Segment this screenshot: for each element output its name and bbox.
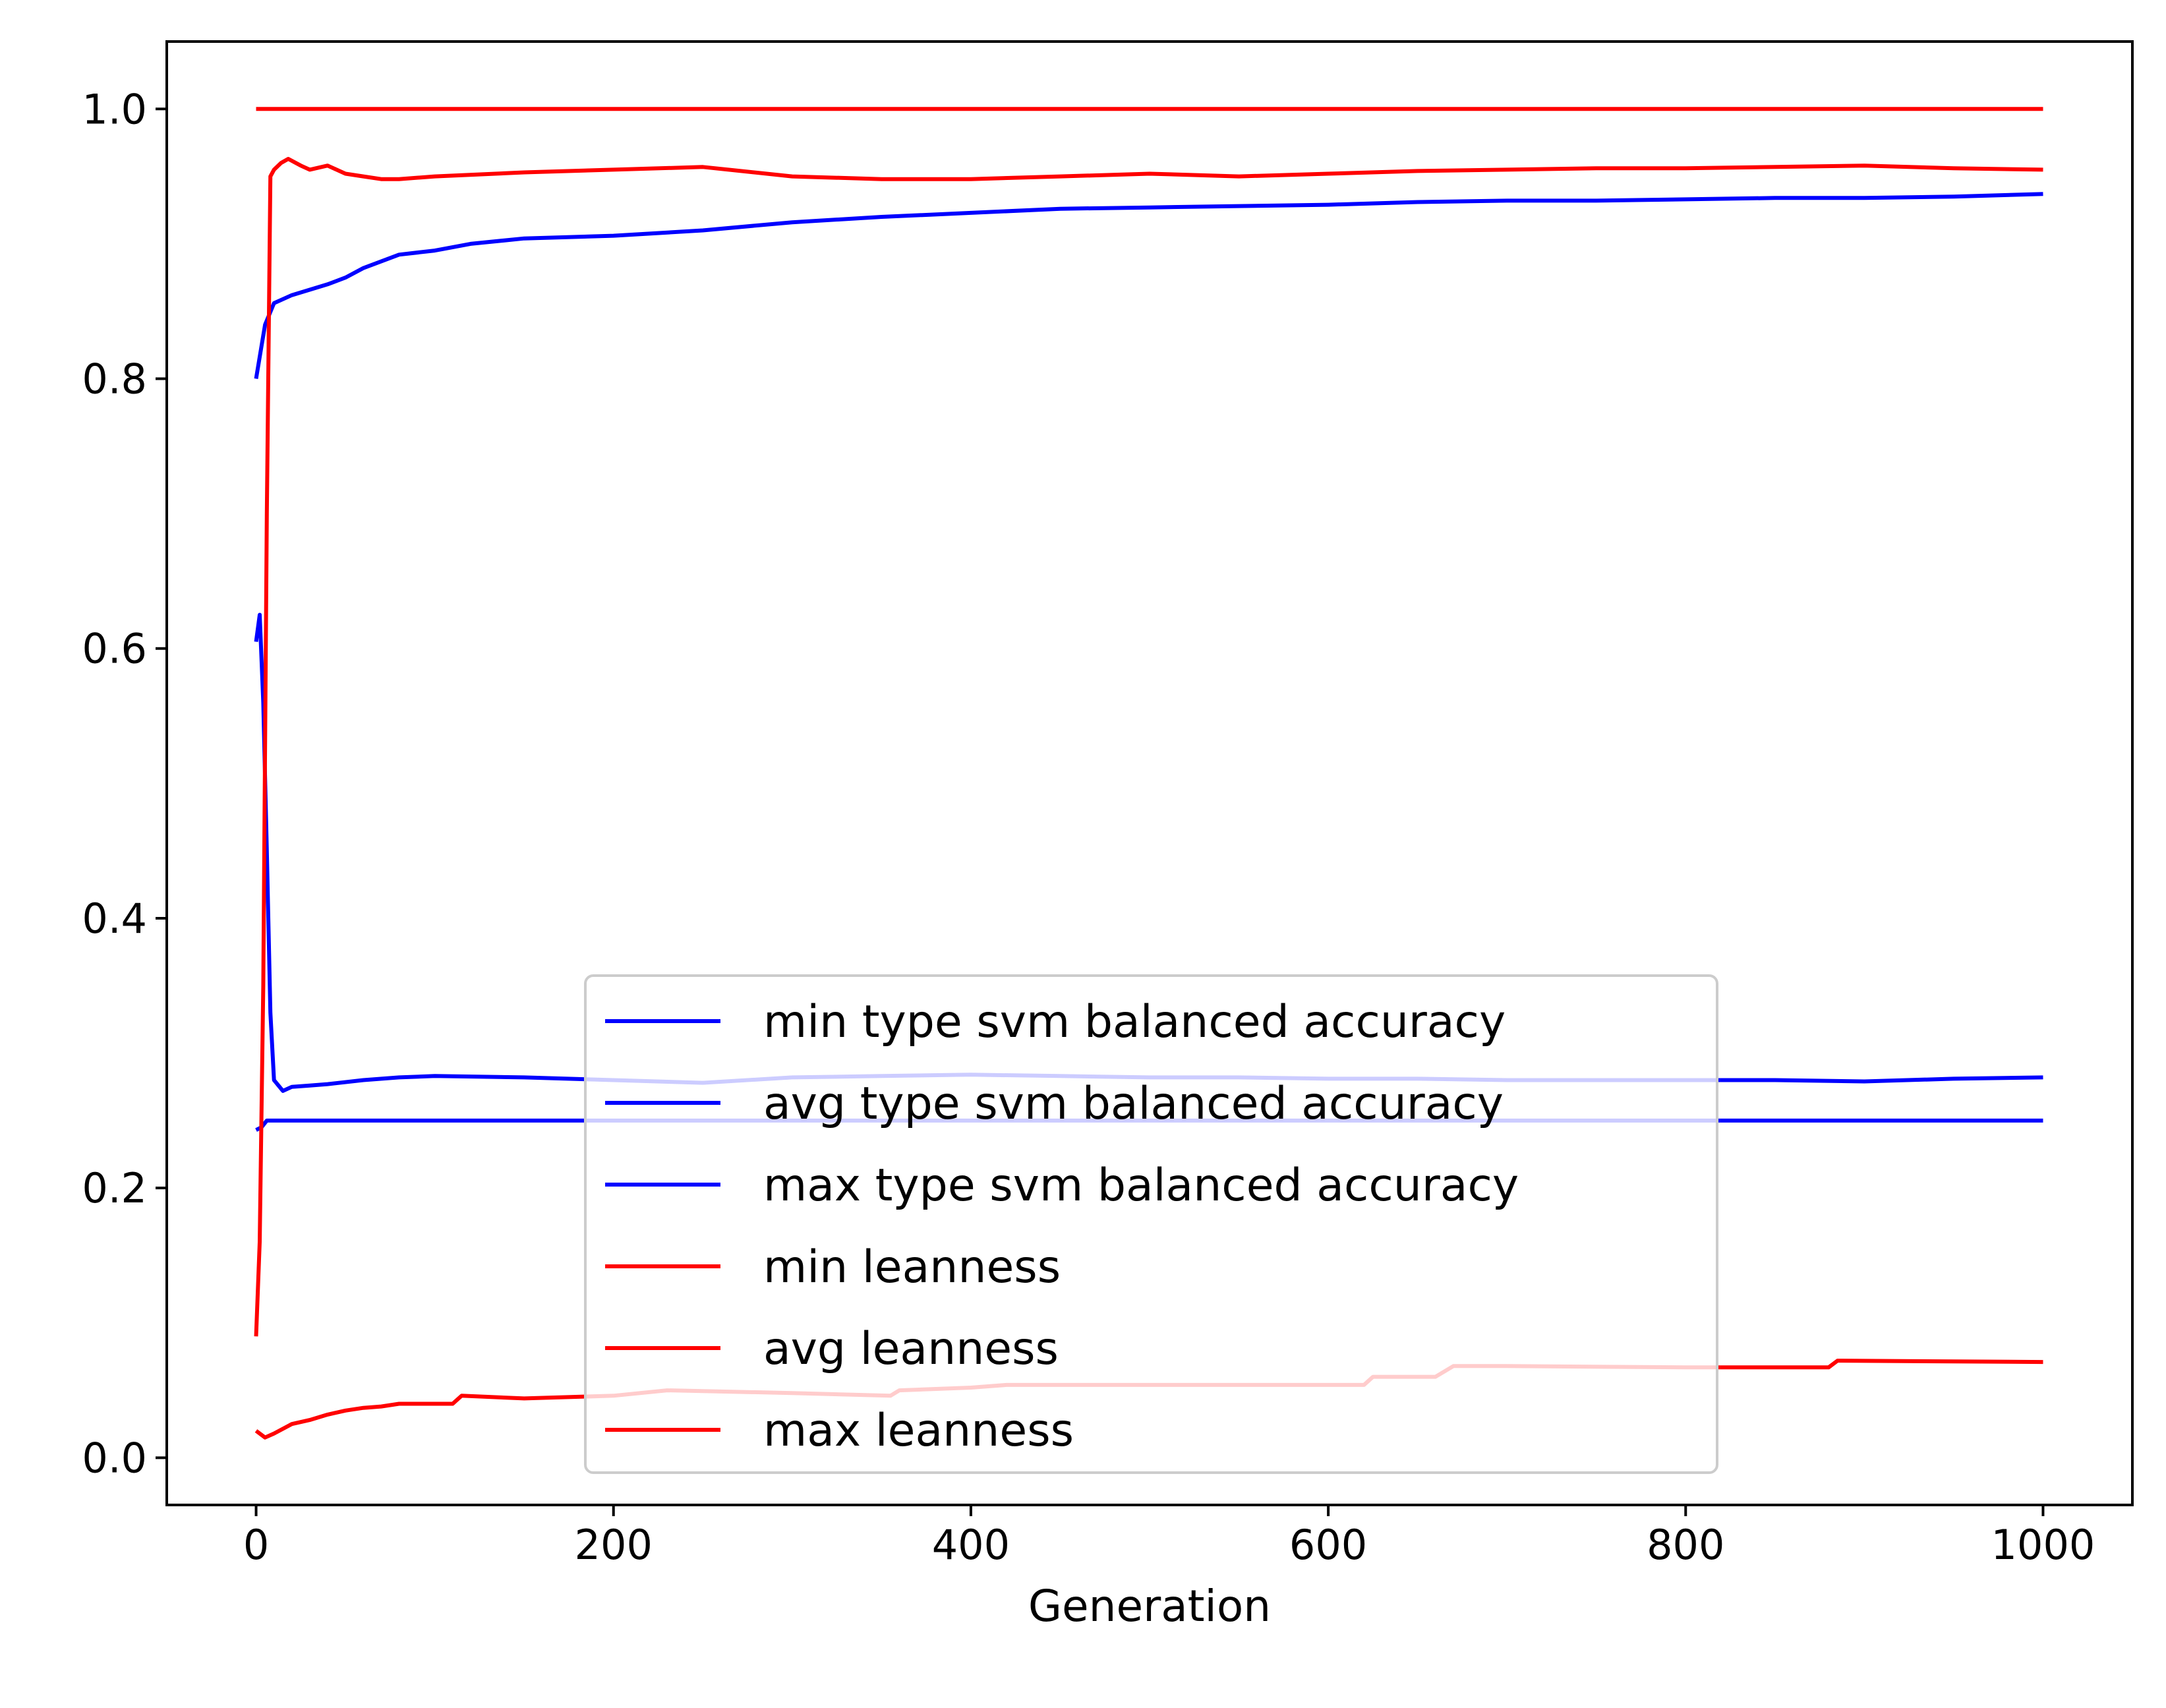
- y-tick-label: 0.2: [82, 1164, 147, 1212]
- y-tick-label: 0.8: [82, 355, 147, 403]
- series-line-5: [254, 157, 2043, 1337]
- x-tick-label: 400: [932, 1521, 1010, 1569]
- series-line-3: [254, 192, 2043, 379]
- x-tick-label: 0: [243, 1521, 269, 1569]
- legend-label-2: avg type svm balanced accuracy: [763, 1078, 1504, 1130]
- plot-frame: [165, 40, 2134, 1506]
- legend: min type svm balanced accuracy avg type s…: [584, 974, 1718, 1474]
- axes: 0 200 400 600 800 1000 0.0 0.2 0.4 0.6 0.8 1.0: [82, 40, 2134, 1569]
- x-tick-label: 800: [1647, 1521, 1724, 1569]
- x-axis-label: Generation: [1028, 1581, 1271, 1632]
- y-tick-label: 0.0: [82, 1434, 147, 1482]
- x-tick-label: 1000: [1991, 1521, 2095, 1569]
- y-tick-label: 0.4: [82, 895, 147, 943]
- legend-label-3: max type svm balanced accuracy: [763, 1160, 1519, 1212]
- x-tick-label: 600: [1289, 1521, 1367, 1569]
- legend-label-1: min type svm balanced accuracy: [763, 996, 1506, 1048]
- y-tick-label: 0.6: [82, 625, 147, 673]
- legend-box: [584, 974, 1718, 1474]
- legend-label-4: min leanness: [763, 1241, 1061, 1293]
- x-tick-label: 200: [575, 1521, 653, 1569]
- legend-label-6: max leanness: [763, 1405, 1074, 1457]
- legend-label-5: avg leanness: [763, 1323, 1059, 1375]
- y-tick-label: 1.0: [82, 85, 147, 133]
